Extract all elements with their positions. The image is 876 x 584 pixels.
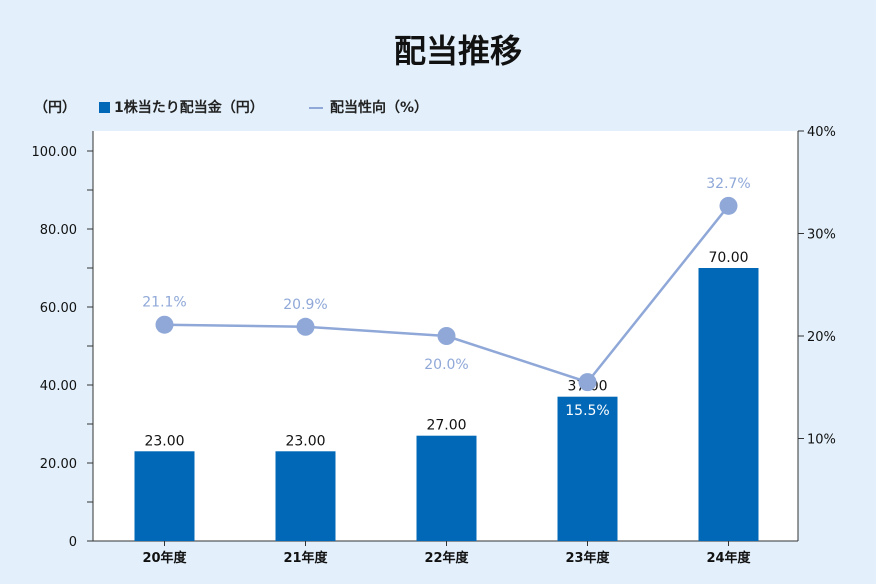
bar-value-label: 23.00 — [144, 433, 184, 449]
category-label: 24年度 — [706, 550, 751, 566]
bar-value-label: 23.00 — [285, 433, 325, 449]
legend-bar-swatch — [99, 102, 110, 113]
bar — [416, 435, 477, 541]
bar — [275, 451, 336, 541]
bar — [134, 451, 195, 541]
category-labels: 20年度 21年度 22年度 23年度 24年度 — [142, 541, 752, 566]
legend: 1株当たり配当金（円） 配当性向（%） — [99, 99, 428, 116]
left-tick-label: 20.00 — [40, 457, 77, 472]
left-tick-label: 40.00 — [40, 379, 77, 394]
payout-ratio-point — [719, 196, 738, 215]
payout-ratio-label: 20.9% — [283, 297, 327, 313]
right-axis-ticks: 10% 20% 30% 40% — [798, 125, 836, 448]
left-tick-label: 60.00 — [40, 301, 77, 316]
right-tick-label: 30% — [807, 228, 836, 243]
legend-bar-label: 1株当たり配当金（円） — [114, 99, 264, 116]
payout-ratio-label: 32.7% — [706, 176, 750, 192]
y-axis-unit: （円） — [34, 100, 76, 116]
payout-ratio-label: 21.1% — [142, 295, 186, 311]
chart-title: 配当推移 — [394, 32, 522, 70]
bar — [557, 396, 618, 541]
bar — [698, 268, 759, 541]
left-tick-label: 0 — [69, 535, 77, 550]
category-label: 21年度 — [283, 550, 328, 566]
payout-ratio-label: 20.0% — [424, 357, 468, 373]
payout-ratio-point — [155, 315, 174, 334]
payout-ratio-label: 15.5% — [565, 403, 609, 419]
bar-value-label: 70.00 — [708, 250, 748, 266]
bar-value-label: 27.00 — [426, 418, 466, 434]
right-tick-label: 10% — [807, 433, 836, 448]
legend-line-label: 配当性向（%） — [330, 99, 428, 116]
left-tick-label: 80.00 — [40, 223, 77, 238]
right-tick-label: 40% — [807, 125, 836, 140]
payout-ratio-point — [296, 317, 315, 336]
payout-ratio-point — [437, 327, 456, 345]
left-tick-label: 100.00 — [32, 145, 78, 160]
right-tick-label: 20% — [807, 330, 836, 345]
line-series: 21.1% 20.9% 20.0% 15.5% 32.7% — [142, 176, 750, 419]
payout-ratio-point — [578, 373, 597, 392]
category-label: 22年度 — [424, 550, 469, 566]
category-label: 20年度 — [142, 550, 187, 566]
left-axis-ticks: 0 20.00 40.00 60.00 80.00 100.00 — [32, 145, 93, 550]
category-label: 23年度 — [565, 550, 610, 566]
